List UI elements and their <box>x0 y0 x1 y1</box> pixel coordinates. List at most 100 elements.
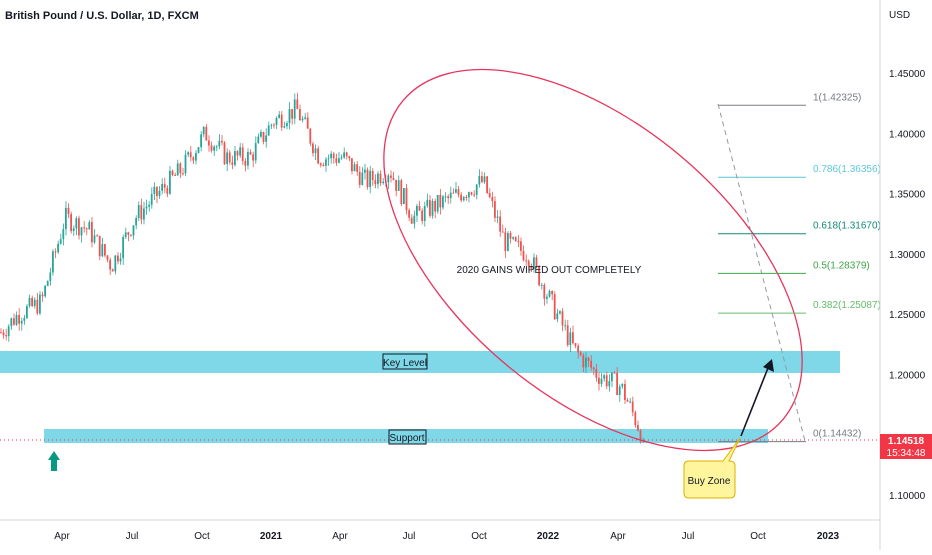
candle-body <box>431 201 434 216</box>
candle-body <box>327 158 330 160</box>
arrow-up-icon <box>48 451 60 471</box>
candle-body <box>304 117 306 119</box>
candle-body <box>340 157 343 159</box>
candle-body <box>273 124 275 126</box>
price-tick-label: 1.30000 <box>889 250 926 261</box>
candle-body <box>374 180 377 185</box>
candle-body <box>197 147 200 153</box>
candle-body <box>234 151 236 165</box>
candle-body <box>343 152 345 158</box>
time-tick-label: Oct <box>471 531 487 542</box>
candle-body <box>280 114 283 128</box>
candle-body <box>595 369 598 378</box>
candle-body <box>559 311 561 314</box>
candle-body <box>348 156 351 159</box>
candle-body <box>403 188 405 205</box>
candle-body <box>405 188 408 211</box>
candle-body <box>639 430 642 442</box>
candle-body <box>166 187 169 194</box>
candle-body <box>582 355 585 368</box>
candle-body <box>543 284 546 299</box>
candlestick-series <box>0 92 644 444</box>
candle-body <box>637 425 639 431</box>
candle-body <box>145 206 148 209</box>
candle-body <box>548 290 551 297</box>
candle-body <box>288 109 291 124</box>
candle-body <box>618 386 621 396</box>
candle-body <box>169 170 171 194</box>
candle-body <box>377 173 379 185</box>
time-tick-label: Apr <box>332 531 348 542</box>
fib-level-label: 0(1.14432) <box>813 429 861 440</box>
candle-body <box>278 114 280 118</box>
candle-body <box>395 179 397 191</box>
candle-body <box>556 313 559 320</box>
time-tick-label: 2023 <box>817 531 840 542</box>
candle-body <box>296 99 299 110</box>
candle-body <box>291 109 293 119</box>
candle-body <box>551 290 553 295</box>
support-label-box <box>388 429 427 445</box>
candle-body <box>59 239 62 244</box>
candle-body <box>260 131 262 137</box>
candle-body <box>332 153 335 159</box>
candle-body <box>137 205 140 219</box>
candle-body <box>400 180 403 205</box>
candle-body <box>527 260 530 266</box>
candle-body <box>416 205 418 216</box>
candle-body <box>481 176 483 183</box>
candle-body <box>75 218 78 229</box>
candle-body <box>634 412 637 426</box>
candle-body <box>127 232 130 235</box>
candle-body <box>577 345 579 353</box>
fib-trend-line <box>717 103 806 442</box>
candle-body <box>62 229 65 240</box>
candle-body <box>28 297 31 307</box>
candle-body <box>26 306 28 318</box>
candle-body <box>143 208 145 220</box>
candle-body <box>148 204 150 207</box>
candle-body <box>444 196 447 198</box>
candle-body <box>611 372 613 382</box>
candle-body <box>345 152 348 157</box>
candle-body <box>600 378 603 384</box>
candle-body <box>213 146 215 151</box>
candle-body <box>88 222 91 230</box>
candle-body <box>156 186 158 197</box>
fib-level-label: 0.786(1.36356) <box>813 164 881 175</box>
candle-body <box>494 201 496 218</box>
candle-body <box>605 375 608 387</box>
candle-body <box>182 173 184 175</box>
candle-body <box>52 251 54 273</box>
candle-body <box>449 192 452 199</box>
currency-label: USD <box>889 10 910 21</box>
candle-body <box>18 315 20 324</box>
candle-body <box>306 117 309 129</box>
candle-body <box>364 169 366 173</box>
candle-body <box>358 171 361 185</box>
candle-body <box>473 194 475 196</box>
candle-body <box>325 159 327 166</box>
candle-body <box>135 218 137 226</box>
candle-body <box>553 294 556 320</box>
candle-body <box>0 332 2 334</box>
chart-title: British Pound / U.S. Dollar, 1D, FXCM <box>5 10 199 22</box>
candle-body <box>460 194 462 201</box>
price-tick-label: 1.25000 <box>889 310 926 321</box>
candle-body <box>254 143 257 161</box>
candle-body <box>218 140 221 147</box>
candle-body <box>241 147 244 161</box>
time-tick-label: Jul <box>682 531 695 542</box>
time-tick-label: 2022 <box>537 531 560 542</box>
candle-body <box>247 152 249 166</box>
candle-body <box>525 260 527 262</box>
candle-body <box>150 193 153 205</box>
candle-body <box>179 163 182 174</box>
fibonacci-retracement[interactable]: 1(1.42325) 0.786(1.36356) 0.618(1.31670) 0.… <box>718 92 881 443</box>
candle-body <box>208 140 210 146</box>
candle-body <box>132 225 135 236</box>
candle-body <box>356 164 358 172</box>
candle-body <box>299 109 301 121</box>
candle-body <box>44 285 46 297</box>
